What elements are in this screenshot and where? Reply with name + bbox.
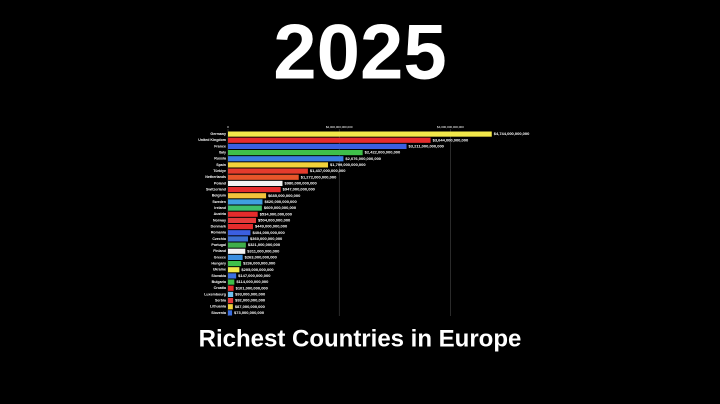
value-label: $2,422,000,000,000 xyxy=(365,150,401,155)
bar xyxy=(228,217,257,224)
bar xyxy=(228,285,234,291)
value-label: $980,000,000,000 xyxy=(284,180,317,185)
bar xyxy=(228,236,249,242)
chart-title: Richest Countries in Europe xyxy=(199,325,522,352)
bar xyxy=(228,310,233,316)
category-label: Czechia xyxy=(212,237,227,241)
category-label: Austria xyxy=(214,212,227,216)
category-label: Ukraine xyxy=(213,268,226,272)
bar xyxy=(228,180,283,187)
bar xyxy=(228,254,243,261)
category-label: Luxembourg xyxy=(204,292,226,296)
bar xyxy=(228,223,253,230)
value-label: $504,000,000,000 xyxy=(258,217,291,222)
bar xyxy=(228,137,431,143)
category-label: Ireland xyxy=(214,206,226,210)
x-tick-label: 0 xyxy=(227,125,229,129)
value-label: $609,000,000,000 xyxy=(264,205,297,210)
category-label: Italy xyxy=(219,151,226,155)
value-label: $620,000,000,000 xyxy=(264,199,297,204)
category-label: Netherlands xyxy=(205,175,226,179)
value-label: $87,000,000,000 xyxy=(235,304,266,309)
value-label: $3,211,000,000,000 xyxy=(409,143,445,148)
value-label: $947,000,000,000 xyxy=(283,187,316,192)
category-label: Norway xyxy=(213,218,226,222)
value-label: $101,000,000,000 xyxy=(236,285,269,290)
bar xyxy=(228,304,233,310)
value-label: $360,000,000,000 xyxy=(250,236,283,241)
value-label: $236,000,000,000 xyxy=(243,261,276,266)
category-label: Bulgaria xyxy=(212,280,227,284)
bar xyxy=(228,174,299,180)
category-label: Portugal xyxy=(211,243,226,247)
category-label: Germany xyxy=(210,132,226,136)
bar xyxy=(228,186,281,193)
value-label: $114,000,000,000 xyxy=(236,279,269,284)
value-label: $1,437,000,000,000 xyxy=(310,168,346,173)
bar xyxy=(228,143,407,150)
value-label: $263,000,000,000 xyxy=(245,254,278,259)
category-label: Russia xyxy=(214,157,227,161)
value-label: $534,000,000,000 xyxy=(260,211,293,216)
value-label: $685,000,000,000 xyxy=(268,193,301,198)
year-annotation: 2025 xyxy=(273,8,447,96)
bar xyxy=(228,193,267,199)
bar xyxy=(228,205,262,211)
category-label: United Kingdom xyxy=(198,138,226,142)
bar xyxy=(228,156,344,162)
bar xyxy=(228,279,235,285)
category-label: Romania xyxy=(211,231,227,235)
category-label: Sweden xyxy=(212,200,226,204)
value-label: $205,000,000,000 xyxy=(241,267,274,272)
category-label: Slovakia xyxy=(211,274,227,278)
value-label: $3,644,000,000,000 xyxy=(433,137,469,142)
category-label: Serbia xyxy=(215,299,227,303)
value-label: $449,000,000,000 xyxy=(255,224,288,229)
x-tick-label: $4,000,000,000,000 xyxy=(437,125,464,129)
value-label: $404,000,000,000 xyxy=(252,230,285,235)
bar xyxy=(228,267,240,273)
category-label: Türkiye xyxy=(213,169,226,173)
bar xyxy=(228,211,258,217)
bar xyxy=(228,168,308,174)
category-label: France xyxy=(214,144,226,148)
value-label: $2,076,000,000,000 xyxy=(345,156,381,161)
value-label: $92,000,000,000 xyxy=(235,298,266,303)
category-label: Belgium xyxy=(212,194,226,198)
bar xyxy=(228,291,234,298)
bar xyxy=(228,149,363,156)
bar xyxy=(228,273,237,279)
bar xyxy=(228,199,263,205)
category-label: Hungary xyxy=(211,262,226,266)
bar xyxy=(228,248,246,254)
bar xyxy=(228,162,329,168)
value-label: $311,000,000,000 xyxy=(247,248,280,253)
value-label: $93,000,000,000 xyxy=(235,291,266,296)
bar xyxy=(228,242,246,248)
value-label: $147,000,000,000 xyxy=(238,273,271,278)
value-label: $1,272,000,000,000 xyxy=(301,174,337,179)
category-label: Finland xyxy=(213,249,226,253)
bar xyxy=(228,131,492,137)
category-label: Switzerland xyxy=(206,188,226,192)
category-label: Croatia xyxy=(214,286,227,290)
category-label: Lithuania xyxy=(210,305,227,309)
bar xyxy=(228,230,251,236)
value-label: $1,799,000,000,000 xyxy=(330,162,366,167)
category-label: Greece xyxy=(214,255,226,259)
value-label: $4,744,000,000,000 xyxy=(494,131,530,136)
category-label: Denmark xyxy=(211,225,226,229)
value-label: $321,000,000,000 xyxy=(248,242,281,247)
bar xyxy=(228,260,242,267)
value-label: $73,000,000,000 xyxy=(234,310,265,315)
x-tick-label: $2,000,000,000,000 xyxy=(326,125,353,129)
category-label: Slovenia xyxy=(211,311,227,315)
category-label: Poland xyxy=(214,181,226,185)
bar xyxy=(228,297,234,304)
category-label: Spain xyxy=(216,163,226,167)
